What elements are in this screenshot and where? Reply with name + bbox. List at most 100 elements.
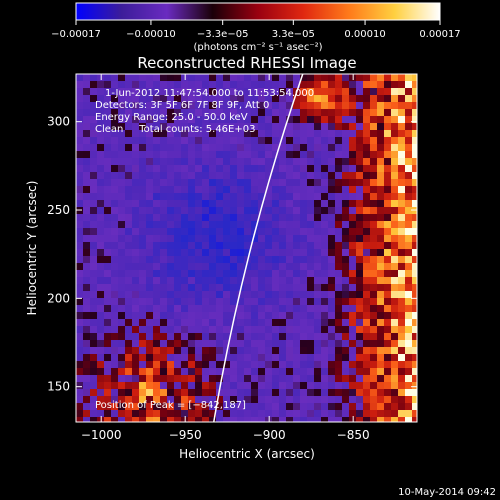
heatmap-cell: [146, 221, 153, 228]
heatmap-cell: [272, 298, 279, 305]
heatmap-cell: [377, 95, 384, 102]
heatmap-cell: [265, 361, 272, 368]
heatmap-cell: [405, 193, 412, 200]
heatmap-cell: [83, 193, 90, 200]
heatmap-cell: [167, 298, 174, 305]
heatmap-cell: [328, 340, 335, 347]
heatmap-cell: [370, 333, 377, 340]
heatmap-cell: [356, 207, 363, 214]
heatmap-cell: [356, 88, 363, 95]
heatmap-cell: [328, 200, 335, 207]
heatmap-cell: [384, 81, 391, 88]
heatmap-cell: [300, 298, 307, 305]
heatmap-cell: [307, 221, 314, 228]
heatmap-cell: [391, 242, 398, 249]
heatmap-cell: [342, 116, 349, 123]
heatmap-cell: [370, 74, 377, 81]
heatmap-cell: [76, 305, 83, 312]
heatmap-cell: [167, 130, 174, 137]
heatmap-cell: [237, 193, 244, 200]
heatmap-cell: [209, 193, 216, 200]
heatmap-cell: [195, 396, 202, 403]
heatmap-cell: [370, 403, 377, 410]
heatmap-cell: [356, 116, 363, 123]
heatmap-cell: [244, 221, 251, 228]
heatmap-cell: [139, 235, 146, 242]
heatmap-cell: [328, 382, 335, 389]
heatmap-cell: [76, 417, 83, 422]
heatmap-cell: [195, 417, 202, 422]
heatmap-cell: [314, 242, 321, 249]
heatmap-cell: [97, 410, 104, 417]
heatmap-cell: [265, 88, 272, 95]
heatmap-cell: [244, 403, 251, 410]
heatmap-cell: [335, 305, 342, 312]
heatmap-cell: [76, 256, 83, 263]
heatmap-cell: [279, 193, 286, 200]
heatmap-cell: [384, 137, 391, 144]
heatmap-cell: [321, 361, 328, 368]
heatmap-cell: [272, 396, 279, 403]
heatmap-cell: [216, 172, 223, 179]
heatmap-cell: [370, 382, 377, 389]
heatmap-cell: [167, 263, 174, 270]
heatmap-cell: [97, 270, 104, 277]
heatmap-cell: [265, 144, 272, 151]
heatmap-cell: [384, 333, 391, 340]
heatmap-cell: [335, 207, 342, 214]
heatmap-cell: [195, 137, 202, 144]
heatmap-cell: [272, 312, 279, 319]
heatmap-cell: [279, 361, 286, 368]
heatmap-cell: [258, 291, 265, 298]
heatmap-cell: [391, 368, 398, 375]
heatmap-cell: [405, 130, 412, 137]
heatmap-cell: [272, 256, 279, 263]
heatmap-cell: [328, 403, 335, 410]
heatmap-cell: [146, 172, 153, 179]
heatmap-cell: [405, 319, 412, 326]
heatmap-cell: [384, 354, 391, 361]
heatmap-cell: [125, 130, 132, 137]
heatmap-cell: [132, 228, 139, 235]
heatmap-cell: [230, 249, 237, 256]
heatmap-cell: [244, 382, 251, 389]
heatmap-cell: [216, 207, 223, 214]
heatmap-cell: [90, 347, 97, 354]
heatmap-cell: [412, 403, 417, 410]
heatmap-cell: [405, 158, 412, 165]
heatmap-cell: [384, 417, 391, 422]
heatmap-cell: [216, 340, 223, 347]
heatmap-cell: [370, 186, 377, 193]
heatmap-cell: [230, 312, 237, 319]
heatmap-cell: [195, 382, 202, 389]
heatmap-cell: [188, 270, 195, 277]
heatmap-cell: [216, 81, 223, 88]
heatmap-cell: [258, 396, 265, 403]
heatmap-cell: [356, 221, 363, 228]
heatmap-cells: [76, 74, 417, 422]
heatmap-cell: [377, 403, 384, 410]
heatmap-cell: [398, 298, 405, 305]
heatmap-cell: [125, 158, 132, 165]
heatmap-cell: [202, 249, 209, 256]
heatmap-cell: [153, 340, 160, 347]
heatmap-cell: [104, 284, 111, 291]
heatmap-cell: [279, 221, 286, 228]
heatmap-cell: [83, 214, 90, 221]
heatmap-cell: [216, 333, 223, 340]
heatmap-cell: [307, 214, 314, 221]
heatmap-cell: [363, 417, 370, 422]
heatmap-cell: [244, 340, 251, 347]
chart-title: Reconstructed RHESSI Image: [137, 54, 356, 72]
heatmap-cell: [153, 123, 160, 130]
heatmap-cell: [314, 368, 321, 375]
heatmap-cell: [300, 305, 307, 312]
heatmap-cell: [104, 382, 111, 389]
heatmap-cell: [377, 144, 384, 151]
heatmap-cell: [377, 263, 384, 270]
heatmap-cell: [104, 305, 111, 312]
heatmap-cell: [237, 326, 244, 333]
heatmap-cell: [97, 228, 104, 235]
heatmap-cell: [209, 172, 216, 179]
heatmap-cell: [293, 382, 300, 389]
